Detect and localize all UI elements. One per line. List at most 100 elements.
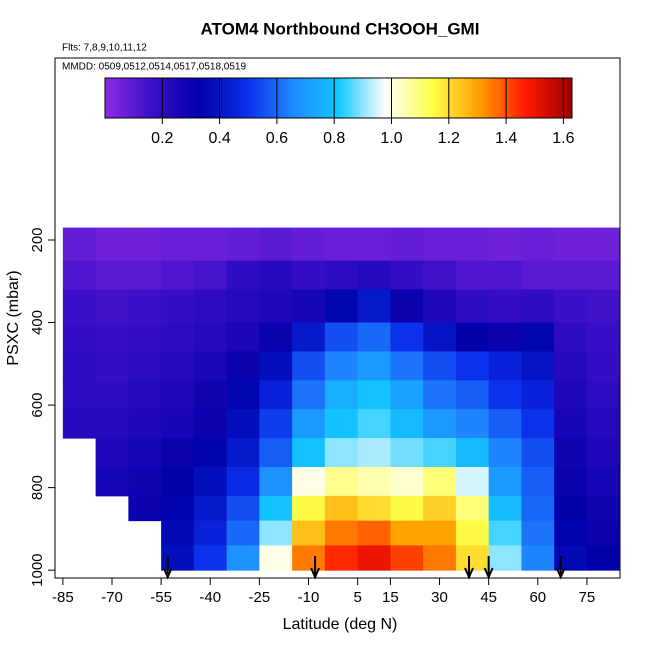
heat-cell	[455, 322, 490, 352]
heat-cell	[193, 322, 228, 352]
heat-cell	[161, 438, 195, 468]
heat-cell	[521, 520, 555, 546]
heat-cell	[357, 260, 391, 291]
heat-cell	[324, 409, 359, 439]
heat-cell	[423, 520, 457, 546]
heat-cell	[324, 289, 359, 324]
heat-cell	[193, 289, 228, 324]
x-tick-label: 5	[353, 589, 361, 606]
heat-cell	[586, 438, 621, 468]
heat-cell	[62, 227, 97, 262]
heat-cell	[259, 495, 293, 522]
x-tick-label: 15	[382, 589, 399, 606]
heat-cell	[292, 289, 326, 324]
heat-cell	[95, 227, 129, 262]
y-axis-label: PSXC (mbar)	[5, 270, 22, 365]
heat-cell	[292, 545, 326, 571]
heat-cell	[521, 260, 555, 291]
heat-cell	[62, 351, 97, 381]
heat-cell	[324, 438, 359, 468]
arrow	[483, 556, 494, 580]
heat-cell	[62, 260, 97, 291]
heat-cell	[128, 227, 162, 262]
heat-cell	[423, 438, 457, 468]
heat-cell	[324, 466, 359, 497]
heat-cell	[357, 466, 391, 497]
heat-cell	[488, 227, 522, 262]
heat-cell	[128, 409, 162, 439]
x-axis-label: Latitude (deg N)	[283, 616, 398, 633]
heat-cell	[292, 260, 326, 291]
heat-cell	[488, 409, 522, 439]
heat-cell	[292, 351, 326, 381]
heat-cell	[226, 227, 260, 262]
heat-cell	[554, 466, 588, 497]
heat-cell	[324, 322, 359, 352]
heat-cell	[128, 351, 162, 381]
heat-cell	[423, 289, 457, 324]
heat-cell	[586, 409, 621, 439]
heat-cell	[357, 380, 391, 410]
heat-cell	[554, 409, 588, 439]
heat-cell	[324, 520, 359, 546]
colorbar-tick-label: 0.6	[266, 130, 288, 147]
heat-cell	[324, 545, 359, 571]
heat-cell	[357, 289, 391, 324]
heat-cell	[324, 227, 359, 262]
heat-cell	[357, 495, 391, 522]
heat-cell	[521, 466, 555, 497]
heat-cell	[390, 409, 424, 439]
heat-cell	[586, 380, 621, 410]
x-tick-label: -25	[249, 589, 271, 606]
heat-cell	[455, 351, 490, 381]
heat-cell	[455, 227, 490, 262]
heat-cell	[226, 545, 260, 571]
heat-cell	[554, 227, 588, 262]
heat-cell	[357, 409, 391, 439]
heat-cell	[554, 438, 588, 468]
heat-cell	[161, 289, 195, 324]
heat-cell	[292, 380, 326, 410]
heat-cell	[390, 438, 424, 468]
heat-cell	[193, 520, 228, 546]
heat-cell	[423, 409, 457, 439]
heat-cell	[488, 322, 522, 352]
heat-cell	[390, 227, 424, 262]
heat-cell	[292, 227, 326, 262]
heat-cell	[554, 380, 588, 410]
heat-cell	[423, 351, 457, 381]
arrow-head	[310, 567, 320, 580]
heat-cell	[259, 227, 293, 262]
heat-cell	[95, 322, 129, 352]
plot-frame	[54, 57, 621, 579]
arrow	[555, 556, 566, 580]
x-tick-label: -10	[298, 589, 320, 606]
heat-cell	[488, 466, 522, 497]
heat-cell	[226, 520, 260, 546]
subtitle: Flts: 7,8,9,10,11,12	[62, 43, 147, 54]
heat-cell	[586, 545, 621, 571]
colorbar-tick-label: 1.6	[552, 130, 574, 147]
heat-cell	[95, 260, 129, 291]
heat-cell	[226, 466, 260, 497]
x-tick-label: -70	[101, 589, 123, 606]
heat-cell	[292, 438, 326, 468]
heat-cell	[226, 260, 260, 291]
annotation: MMDD: 0509,0512,0514,0517,0518,0519	[62, 62, 246, 73]
heat-cell	[390, 322, 424, 352]
arrow-head	[483, 567, 494, 580]
arrow-head	[464, 567, 474, 580]
heat-cell	[324, 260, 359, 291]
heat-cell	[259, 380, 293, 410]
heat-cell	[161, 351, 195, 381]
heat-cell	[554, 351, 588, 381]
heat-cell	[357, 351, 391, 381]
y-tick-label: 1000	[29, 553, 46, 586]
heat-cell	[488, 380, 522, 410]
heat-cell	[193, 438, 228, 468]
heat-cell	[226, 351, 260, 381]
heat-cell	[357, 227, 391, 262]
heat-cell	[161, 227, 195, 262]
heat-cell	[193, 466, 228, 497]
heat-cell	[521, 351, 555, 381]
